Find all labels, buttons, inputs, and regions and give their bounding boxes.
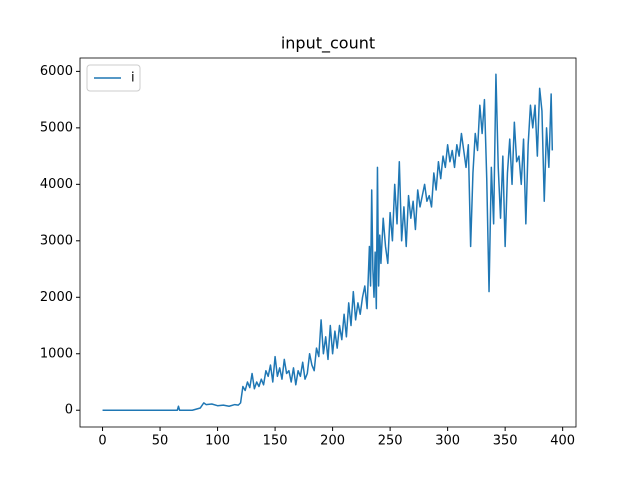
x-tick-label: 150	[263, 434, 288, 449]
chart-title: input_count	[281, 34, 375, 54]
line	[102, 73, 554, 411]
legend-label: i	[131, 71, 135, 86]
y-tick-label: 5000	[40, 120, 73, 135]
x-tick-label: 50	[152, 434, 169, 449]
y-tick-label: 0	[65, 403, 73, 418]
y-tick-label: 3000	[40, 233, 73, 248]
plot-frame	[79, 57, 577, 428]
x-tick-label: 400	[550, 434, 575, 449]
y-tick-label: 2000	[40, 290, 73, 305]
y-tick-label: 4000	[40, 177, 73, 192]
x-tick-label: 350	[493, 434, 518, 449]
x-tick-label: 0	[98, 434, 106, 449]
y-tick-label: 1000	[40, 346, 73, 361]
x-tick-label: 300	[435, 434, 460, 449]
x-tick-label: 100	[205, 434, 230, 449]
x-tick-label: 250	[378, 434, 403, 449]
x-tick-label: 200	[320, 434, 345, 449]
y-tick-label: 6000	[40, 64, 73, 79]
